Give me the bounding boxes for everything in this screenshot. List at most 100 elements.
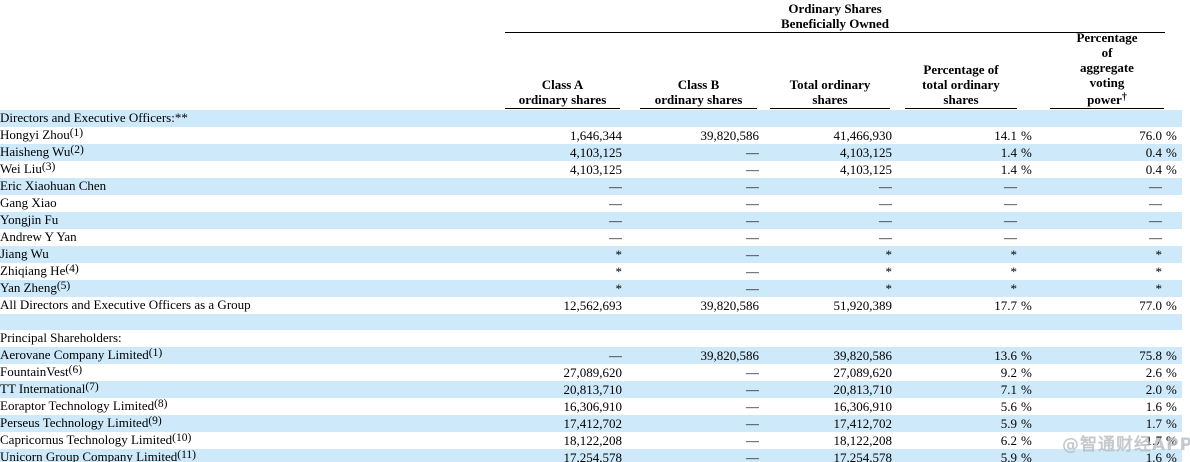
table-row: Zhiqiang He(4) * — * * *	[0, 263, 1182, 280]
pct-total-cell	[892, 314, 1037, 330]
column-header-class-b: Class B ordinary shares	[640, 32, 757, 109]
percent-sign: %	[1021, 365, 1032, 380]
class-b-shares-cell: 39,820,586	[700, 128, 760, 143]
owner-name: Principal Shareholders:	[0, 330, 122, 345]
percent-sign: %	[1021, 128, 1032, 143]
pct-voting-cell: 1.6%	[1037, 449, 1182, 462]
pct-voting-cell: —	[1037, 229, 1182, 246]
table-row: Eoraptor Technology Limited(8) 16,306,91…	[0, 398, 1182, 415]
class-a-shares-cell: 4,103,125	[488, 144, 622, 161]
column-header-total-shares: Total ordinary shares	[770, 32, 890, 109]
total-shares-cell: 4,103,125	[759, 144, 892, 161]
table-row: Capricornus Technology Limited(10) 18,12…	[0, 432, 1182, 449]
pct-voting-cell: 1.7%	[1037, 432, 1182, 449]
pct-total-cell: 14.1%	[892, 127, 1037, 144]
class-a-shares-cell: 16,306,910	[563, 399, 623, 414]
percent-sign	[1162, 247, 1182, 263]
class-b-shares-cell: —	[746, 264, 759, 279]
total-shares-cell: —	[879, 196, 892, 211]
pct-total-cell: 7.1%	[892, 381, 1037, 398]
pct-total-cell: 5.6%	[892, 398, 1037, 415]
owner-name: Eoraptor Technology Limited	[0, 398, 155, 413]
percent-sign: %	[1166, 433, 1177, 448]
pct-voting-cell: 1.7%	[1037, 415, 1182, 432]
class-a-shares-cell: —	[488, 178, 622, 195]
total-shares-cell	[759, 110, 892, 127]
total-shares-cell: 16,306,910	[833, 399, 893, 414]
pct-voting-cell: —	[1037, 195, 1182, 212]
table-row: FountainVest(6) 27,089,620 — 27,089,620 …	[0, 364, 1182, 381]
class-a-shares-cell: 4,103,125	[570, 162, 622, 177]
total-shares-cell: —	[759, 178, 892, 195]
percent-sign: %	[1021, 416, 1032, 431]
percent-sign: %	[1021, 450, 1032, 462]
footnote-ref: (3)	[41, 161, 56, 173]
footnote-ref: (5)	[56, 280, 71, 292]
pct-voting-cell	[1037, 330, 1182, 347]
pct-voting-cell: 0.4%	[1037, 161, 1182, 178]
class-a-shares-cell: 18,122,208	[563, 433, 623, 448]
footnote-ref: (6)	[68, 364, 83, 376]
footnote-ref: (9)	[148, 415, 162, 427]
percent-sign	[1017, 281, 1037, 297]
percent-sign: %	[1166, 145, 1177, 160]
class-a-shares-cell	[488, 110, 622, 127]
class-a-shares-cell: *	[488, 280, 622, 297]
class-b-shares-cell	[622, 330, 759, 347]
footnote-ref: (1)	[69, 127, 84, 139]
percent-sign	[1162, 281, 1182, 297]
pct-total-cell: 5.9%	[892, 415, 1037, 432]
percent-sign: %	[1166, 382, 1177, 397]
footnote-ref: (7)	[85, 381, 99, 393]
class-a-shares-cell: —	[609, 230, 622, 245]
percent-sign: %	[1021, 399, 1032, 414]
percent-sign: %	[1166, 416, 1177, 431]
total-shares-cell: 17,254,578	[759, 449, 892, 462]
pct-total-cell: 17.7%	[892, 297, 1037, 314]
pct-total-cell: —	[892, 178, 1037, 195]
footnote-ref: (4)	[65, 263, 79, 275]
percent-sign	[1017, 196, 1037, 212]
footnote-ref: (1)	[148, 347, 163, 359]
pct-total-cell: 1.4%	[892, 144, 1037, 161]
pct-voting-cell	[1037, 110, 1182, 127]
percent-sign: %	[1166, 365, 1177, 380]
owner-name: TT International	[0, 381, 86, 396]
table-row: Unicorn Group Company Limited(11) 17,254…	[0, 449, 1182, 462]
table-row	[0, 314, 1182, 330]
class-b-shares-cell: —	[746, 162, 759, 177]
class-a-shares-cell	[488, 314, 622, 330]
table-row: Hongyi Zhou(1) 1,646,344 39,820,586 41,4…	[0, 127, 1182, 144]
class-a-shares-cell: *	[615, 264, 623, 279]
dagger-footnote-icon: †	[1121, 92, 1127, 103]
total-shares-cell: 4,103,125	[840, 162, 892, 177]
beneficial-ownership-table: Directors and Executive Officers:** Hong…	[0, 110, 1182, 462]
owner-name: Jiang Wu	[0, 246, 49, 261]
total-shares-cell: 17,412,702	[759, 415, 892, 432]
pct-voting-cell: —	[1037, 212, 1182, 229]
owner-name: Capricornus Technology Limited	[0, 432, 173, 447]
class-a-shares-cell: 17,412,702	[488, 415, 622, 432]
percent-sign	[1017, 179, 1037, 195]
owner-name: Andrew Y Yan	[0, 229, 77, 244]
percent-sign: %	[1166, 162, 1177, 177]
pct-voting-cell: *	[1037, 263, 1182, 280]
class-a-shares-cell: —	[488, 347, 622, 364]
percent-sign: %	[1021, 162, 1032, 177]
percent-sign: %	[1166, 450, 1177, 462]
column-header-class-a: Class A ordinary shares	[505, 32, 620, 109]
table-row: Andrew Y Yan — — — — —	[0, 229, 1182, 246]
class-a-shares-cell: —	[488, 212, 622, 229]
percent-sign	[1162, 213, 1182, 229]
table-row: Perseus Technology Limited(9) 17,412,702…	[0, 415, 1182, 432]
class-b-shares-cell: —	[622, 280, 759, 297]
footnote-ref: (8)	[154, 398, 168, 410]
pct-total-cell: 1.4%	[892, 161, 1037, 178]
class-b-shares-cell: —	[622, 212, 759, 229]
percent-sign	[1162, 230, 1182, 246]
class-b-shares-cell: —	[622, 381, 759, 398]
table-row: Eric Xiaohuan Chen — — — — —	[0, 178, 1182, 195]
percent-sign	[1162, 179, 1182, 195]
total-shares-cell: *	[759, 246, 892, 263]
